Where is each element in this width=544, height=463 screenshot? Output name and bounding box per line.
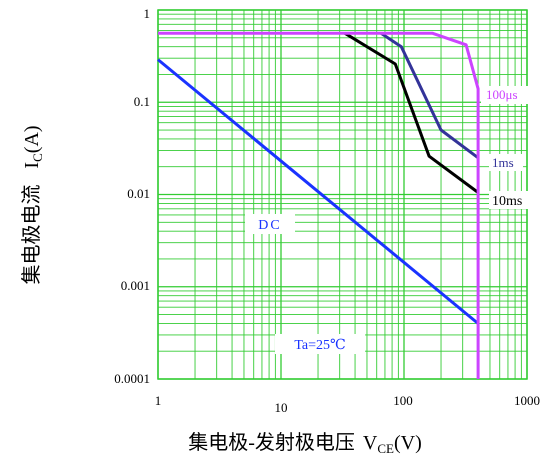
labels: 1 0.1 0.01 0.001 0.0001 1 10 100 1000 集电… xyxy=(20,6,540,456)
x-tick-label-10: 10 xyxy=(275,400,288,415)
series-line-1ms xyxy=(380,31,479,160)
series-label-1ms: 1ms xyxy=(492,155,514,170)
series-line-10ms xyxy=(344,31,479,194)
annotation-bg xyxy=(275,334,365,354)
x-tick-label-100: 100 xyxy=(393,393,413,408)
series-label-100us: 100μs xyxy=(486,87,518,102)
grid xyxy=(157,9,528,380)
x-axis-label: 集电极-发射极电压 VCE(V) xyxy=(188,431,422,456)
y-tick-label-1: 1 xyxy=(144,6,151,21)
ta-annotation: Ta=25℃ xyxy=(294,338,345,353)
label-bg-dc xyxy=(245,214,295,234)
series-label-10ms: 10ms xyxy=(492,194,522,209)
series-line-DC xyxy=(157,58,480,325)
label-bg-100us xyxy=(481,86,529,104)
x-tick-label-1000: 1000 xyxy=(514,393,540,408)
x-tick-label-1: 1 xyxy=(155,393,162,408)
y-tick-label-0.01: 0.01 xyxy=(127,186,150,201)
series-lines xyxy=(157,31,480,379)
y-tick-label-0.001: 0.001 xyxy=(121,278,150,293)
label-bg-10ms xyxy=(489,191,531,209)
series-line-100s xyxy=(158,31,480,379)
y-tick-label-0.0001: 0.0001 xyxy=(114,371,150,386)
y-axis-label: 集电极电流IC(A) xyxy=(20,125,45,284)
series-label-dc: DC xyxy=(258,218,281,233)
y-tick-label-0.1: 0.1 xyxy=(134,94,150,109)
label-bg-1ms xyxy=(489,154,523,171)
